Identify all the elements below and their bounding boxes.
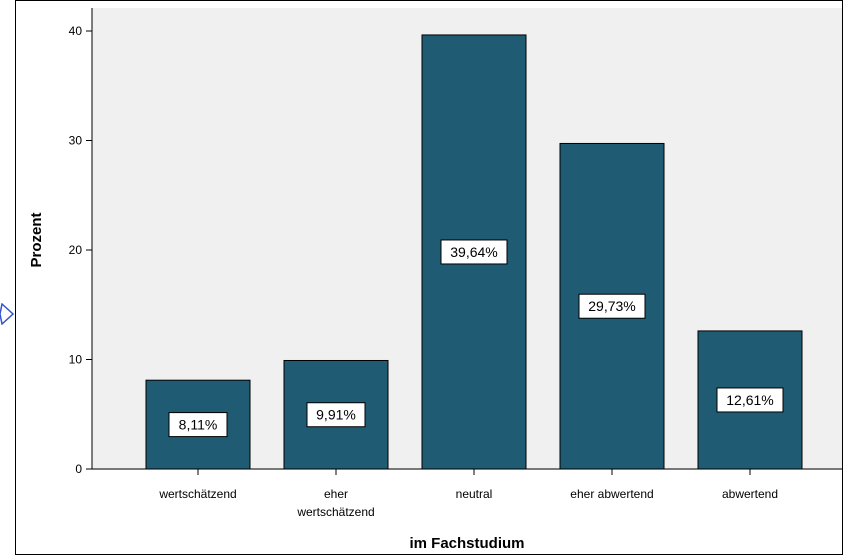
y-tick-label: 0 [75, 462, 82, 476]
x-axis-title: im Fachstudium [409, 535, 524, 552]
y-tick-label: 10 [69, 353, 83, 367]
x-tick-label: wertschätzend [296, 505, 374, 519]
x-tick-label: neutral [456, 487, 493, 501]
data-label: 39,64% [450, 244, 497, 260]
y-tick-label: 30 [69, 134, 83, 148]
y-tick-label: 20 [69, 243, 83, 257]
x-tick-label: abwertend [722, 487, 778, 501]
data-label-box [168, 412, 228, 438]
bars-layer [145, 34, 803, 470]
x-tick-label: eher [324, 487, 348, 501]
y-tick-label: 40 [69, 24, 83, 38]
data-label-box [578, 293, 646, 319]
data-label: 9,91% [316, 407, 356, 423]
y-axis-title: Prozent [28, 212, 45, 267]
selection-marker-icon [0, 303, 14, 325]
data-labels-layer: 8,11% 9,91% 39,64% 29,73% 12,61% [168, 239, 784, 438]
data-label: 12,61% [726, 392, 773, 408]
data-label-box [440, 239, 508, 265]
x-ticks: wertschätzend eher wertschätzend neutral ehe… [158, 469, 778, 519]
x-tick-label: wertschätzend [158, 487, 236, 501]
data-label-box [716, 387, 784, 413]
data-label-box [306, 402, 366, 428]
data-label: 8,11% [179, 417, 218, 433]
y-ticks: 0 10 20 30 40 [69, 24, 92, 476]
data-label: 29,73% [588, 298, 635, 314]
x-tick-label: eher abwertend [570, 487, 653, 501]
